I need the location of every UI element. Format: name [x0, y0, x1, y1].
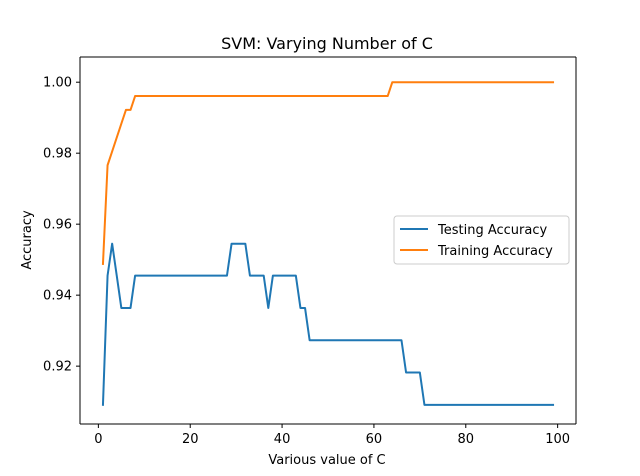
x-tick-label: 100 [545, 432, 570, 447]
series-layer [101, 81, 555, 406]
y-tick-label: 0.94 [43, 289, 72, 304]
y-axis-label: Accuracy [20, 210, 35, 270]
axes-layer [79, 56, 577, 425]
y-tick-label: 1.00 [43, 76, 72, 91]
y-tick-label: 0.92 [43, 360, 72, 375]
x-tick-label: 40 [274, 432, 291, 447]
x-tick-label: 20 [182, 432, 199, 447]
x-tick-label: 80 [458, 432, 475, 447]
legend: Testing Accuracy Training Accuracy [393, 215, 570, 265]
legend-label-testing: Testing Accuracy [437, 223, 547, 238]
legend-label-training: Training Accuracy [437, 244, 553, 259]
x-axis-label: Various value of C [268, 453, 385, 468]
y-tick-label: 0.98 [43, 147, 72, 162]
y-tick-label: 0.96 [43, 218, 72, 233]
y-axis-ticks: 0.92 0.94 0.96 0.98 1.00 [43, 76, 80, 375]
x-tick-label: 0 [94, 432, 102, 447]
x-axis-ticks: 0 20 40 60 80 100 [94, 424, 570, 447]
series-line-testing-accuracy [101, 242, 555, 406]
legend-frame [393, 215, 570, 265]
series-line-training-accuracy [101, 81, 555, 265]
x-tick-label: 60 [366, 432, 383, 447]
chart-title: SVM: Varying Number of C [221, 34, 433, 53]
